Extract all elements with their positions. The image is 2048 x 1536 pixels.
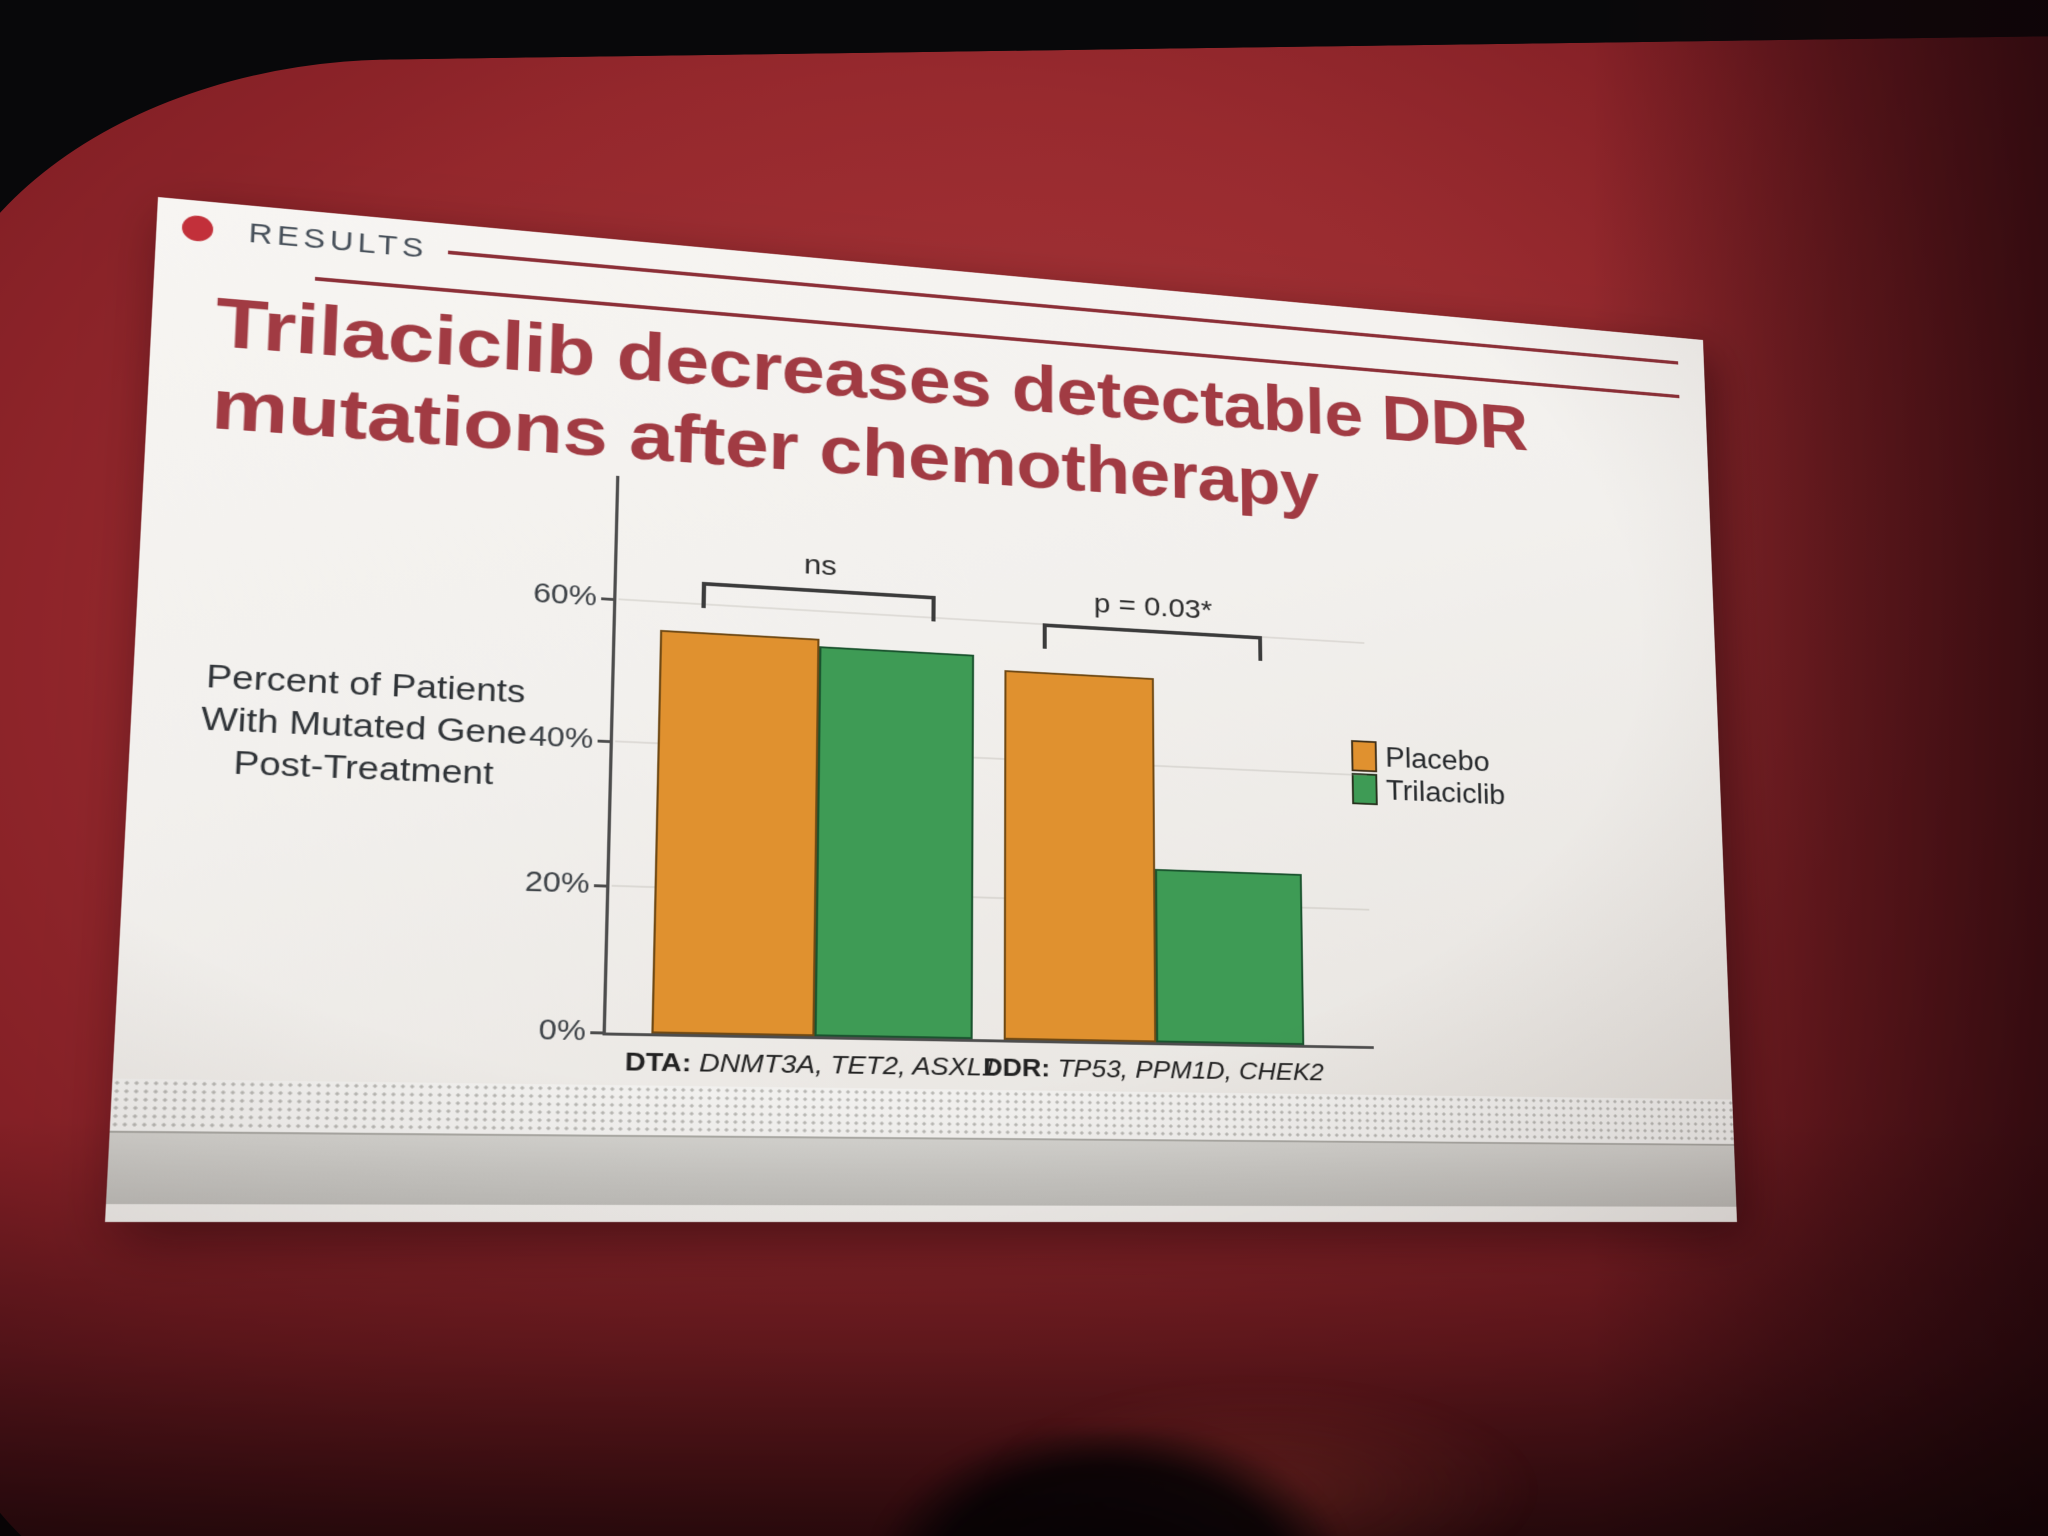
footer-bar: ® American Society of Hematology — [105, 1130, 1737, 1207]
x-category-label-group2: DDR: TP53, PPM1D, CHEK2 — [952, 1052, 1354, 1087]
y-tick-40% — [597, 739, 612, 744]
slide: RESULTS Trilaciclib decreases detectable… — [105, 197, 1737, 1223]
chart-legend: Placebo Trilaciclib — [1351, 739, 1506, 811]
y-tick-0% — [590, 1031, 605, 1035]
y-tick-60% — [601, 597, 616, 601]
legend-row-trilaciclib: Trilaciclib — [1351, 772, 1506, 811]
legend-label-placebo: Placebo — [1385, 741, 1490, 778]
x-label-prefix: DTA: — [624, 1046, 692, 1078]
bar-trilaciclib-group2 — [1155, 868, 1305, 1045]
slide-bottom-margin — [105, 1204, 1737, 1223]
x-label-genes: TP53, PPM1D, CHEK2 — [1050, 1053, 1325, 1086]
y-tick-label-40%: 40% — [528, 721, 594, 755]
y-tick-label-60%: 60% — [532, 578, 598, 613]
y-tick-20% — [593, 884, 609, 888]
y-axis-line — [602, 475, 620, 1036]
legend-swatch-trilaciclib — [1351, 772, 1378, 806]
legend-label-trilaciclib: Trilaciclib — [1385, 774, 1506, 811]
bar-placebo-group1 — [651, 629, 820, 1037]
bar-placebo-group2 — [1003, 669, 1157, 1043]
bar-trilaciclib-group1 — [814, 645, 975, 1040]
bar-chart: Percent of Patients With Mutated Gene Po… — [105, 197, 1737, 1222]
significance-bracket-group2 — [1042, 622, 1263, 661]
significance-bracket-group1 — [701, 581, 936, 622]
y-tick-label-20%: 20% — [524, 866, 590, 900]
legend-swatch-placebo — [1351, 740, 1378, 773]
x-label-prefix: DDR: — [983, 1052, 1051, 1083]
audience-head-silhouette — [880, 1430, 1340, 1536]
y-tick-label-0%: 0% — [538, 1014, 587, 1047]
